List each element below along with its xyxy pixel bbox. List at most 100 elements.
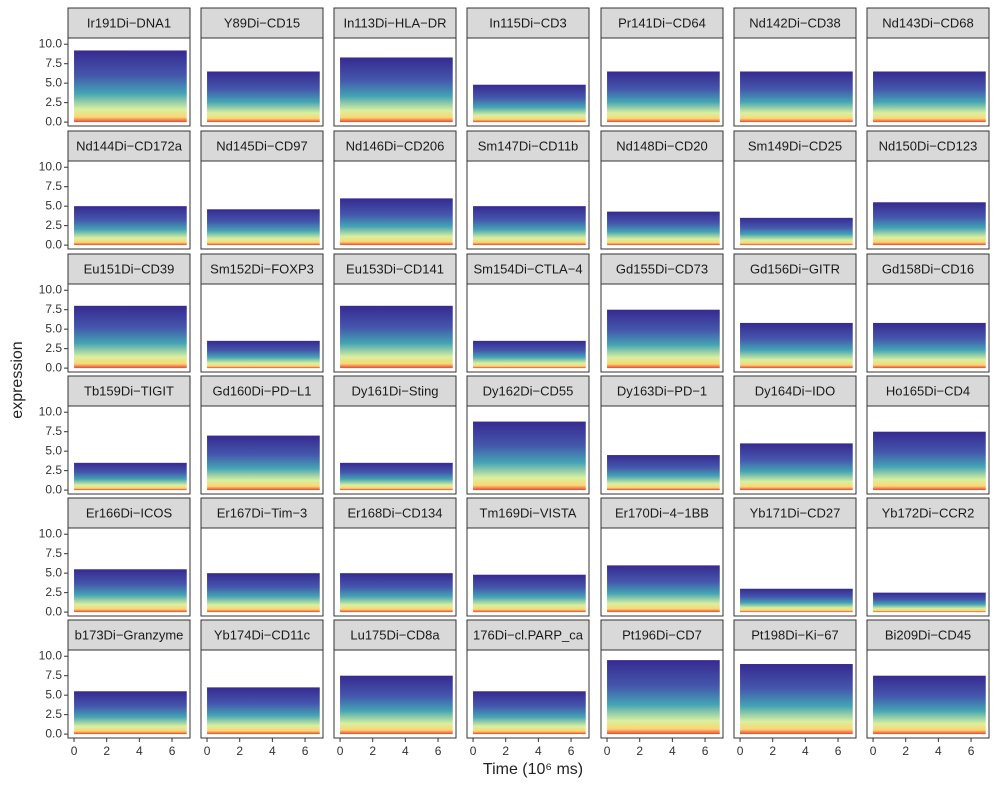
strip	[333, 497, 457, 529]
strip	[67, 619, 191, 651]
x-tick-label: 2	[103, 744, 110, 758]
density-cloud	[873, 202, 986, 246]
strip	[67, 7, 191, 39]
strip-label: Sm152Di−FOXP3	[210, 261, 314, 276]
strip-label: Nd150Di−CD123	[879, 138, 978, 153]
x-tick-label: 6	[968, 744, 975, 758]
x-tick-label: 0	[737, 744, 744, 758]
x-tick-label: 4	[136, 744, 143, 758]
x-tick-label: 2	[502, 744, 509, 758]
strip-label: Yb171Di−CD27	[750, 505, 841, 520]
y-tick-label: 0.0	[45, 726, 62, 740]
x-tick-label: 0	[470, 744, 477, 758]
strip	[866, 497, 990, 529]
x-tick-label: 6	[302, 744, 309, 758]
strip	[466, 130, 590, 162]
density-cloud	[873, 322, 986, 369]
strip	[67, 130, 191, 162]
strip-label: Sm149Di−CD25	[748, 138, 842, 153]
density-cloud	[607, 309, 720, 369]
density-cloud	[473, 84, 586, 123]
strip	[733, 130, 857, 162]
x-tick-label: 0	[337, 744, 344, 758]
density-cloud	[607, 565, 720, 613]
strip	[733, 7, 857, 39]
strip-label: Gd156Di−GITR	[750, 261, 840, 276]
strip	[67, 497, 191, 529]
strip	[200, 7, 324, 39]
x-tick-label: 6	[835, 744, 842, 758]
y-tick-label: 2.5	[45, 341, 62, 355]
y-tick-label: 2.5	[45, 585, 62, 599]
strip-label: Ho165Di−CD4	[886, 383, 970, 398]
strip-label: Nd143Di−CD68	[882, 15, 973, 30]
strip	[600, 497, 724, 529]
density-cloud	[740, 71, 853, 123]
x-tick-label: 0	[870, 744, 877, 758]
y-tick-label: 7.5	[45, 546, 62, 560]
density-cloud	[340, 573, 453, 613]
x-tick-label: 6	[435, 744, 442, 758]
y-tick-label: 7.5	[45, 179, 62, 193]
x-tick-label: 4	[402, 744, 409, 758]
strip	[466, 497, 590, 529]
strip-label: Dy164Di−IDO	[755, 383, 836, 398]
density-cloud	[207, 687, 320, 735]
strip	[600, 253, 724, 285]
density-cloud	[340, 305, 453, 369]
strip-label: Gd160Di−PD−L1	[212, 383, 311, 398]
strip-label: Er167Di−Tim−3	[217, 505, 308, 520]
strip	[466, 7, 590, 39]
density-cloud	[473, 421, 586, 491]
y-tick-label: 0.0	[45, 237, 62, 251]
strip-label: Er168Di−CD134	[347, 505, 442, 520]
density-cloud	[207, 573, 320, 613]
strip-label: Eu151Di−CD39	[84, 261, 175, 276]
density-cloud	[740, 217, 853, 246]
strip-label: Gd155Di−CD73	[616, 261, 708, 276]
strip-label: Yb172Di−CCR2	[882, 505, 975, 520]
strip	[733, 253, 857, 285]
strip	[866, 619, 990, 651]
y-tick-label: 5.0	[45, 443, 62, 457]
strip	[67, 253, 191, 285]
y-tick-label: 10.0	[39, 36, 63, 50]
y-tick-label: 5.0	[45, 75, 62, 89]
density-cloud	[473, 206, 586, 246]
strip-label: 176Di−cl.PARP_ca	[473, 627, 584, 642]
x-tick-label: 2	[369, 744, 376, 758]
density-cloud	[340, 675, 453, 735]
strip-label: Nd144Di−CD172a	[76, 138, 183, 153]
strip-label: Y89Di−CD15	[224, 15, 300, 30]
y-tick-label: 0.0	[45, 482, 62, 496]
strip	[466, 619, 590, 651]
strip	[733, 497, 857, 529]
density-cloud	[207, 71, 320, 123]
y-tick-label: 7.5	[45, 56, 62, 70]
strip-label: Pt198Di−Ki−67	[751, 627, 838, 642]
strip-label: Pr141Di−CD64	[618, 15, 706, 30]
density-cloud	[207, 435, 320, 491]
x-tick-label: 2	[636, 744, 643, 758]
density-cloud	[340, 462, 453, 491]
density-cloud	[873, 675, 986, 735]
strip-label: In115Di−CD3	[489, 15, 566, 30]
strip-label: Lu175Di−CD8a	[350, 627, 440, 642]
y-tick-label: 0.0	[45, 604, 62, 618]
density-cloud	[473, 340, 586, 369]
x-tick-label: 0	[604, 744, 611, 758]
strip-label: Nd145Di−CD97	[216, 138, 307, 153]
density-cloud	[74, 50, 187, 123]
strip	[466, 253, 590, 285]
density-cloud	[873, 431, 986, 491]
y-tick-label: 10.0	[39, 404, 63, 418]
density-cloud	[607, 660, 720, 735]
strip-label: In113Di−HLA−DR	[343, 15, 446, 30]
y-tick-label: 2.5	[45, 95, 62, 109]
y-tick-label: 5.0	[45, 321, 62, 335]
strip	[200, 619, 324, 651]
strip-label: b173Di−Granzyme	[75, 627, 184, 642]
y-tick-label: 7.5	[45, 302, 62, 316]
density-cloud	[340, 57, 453, 123]
